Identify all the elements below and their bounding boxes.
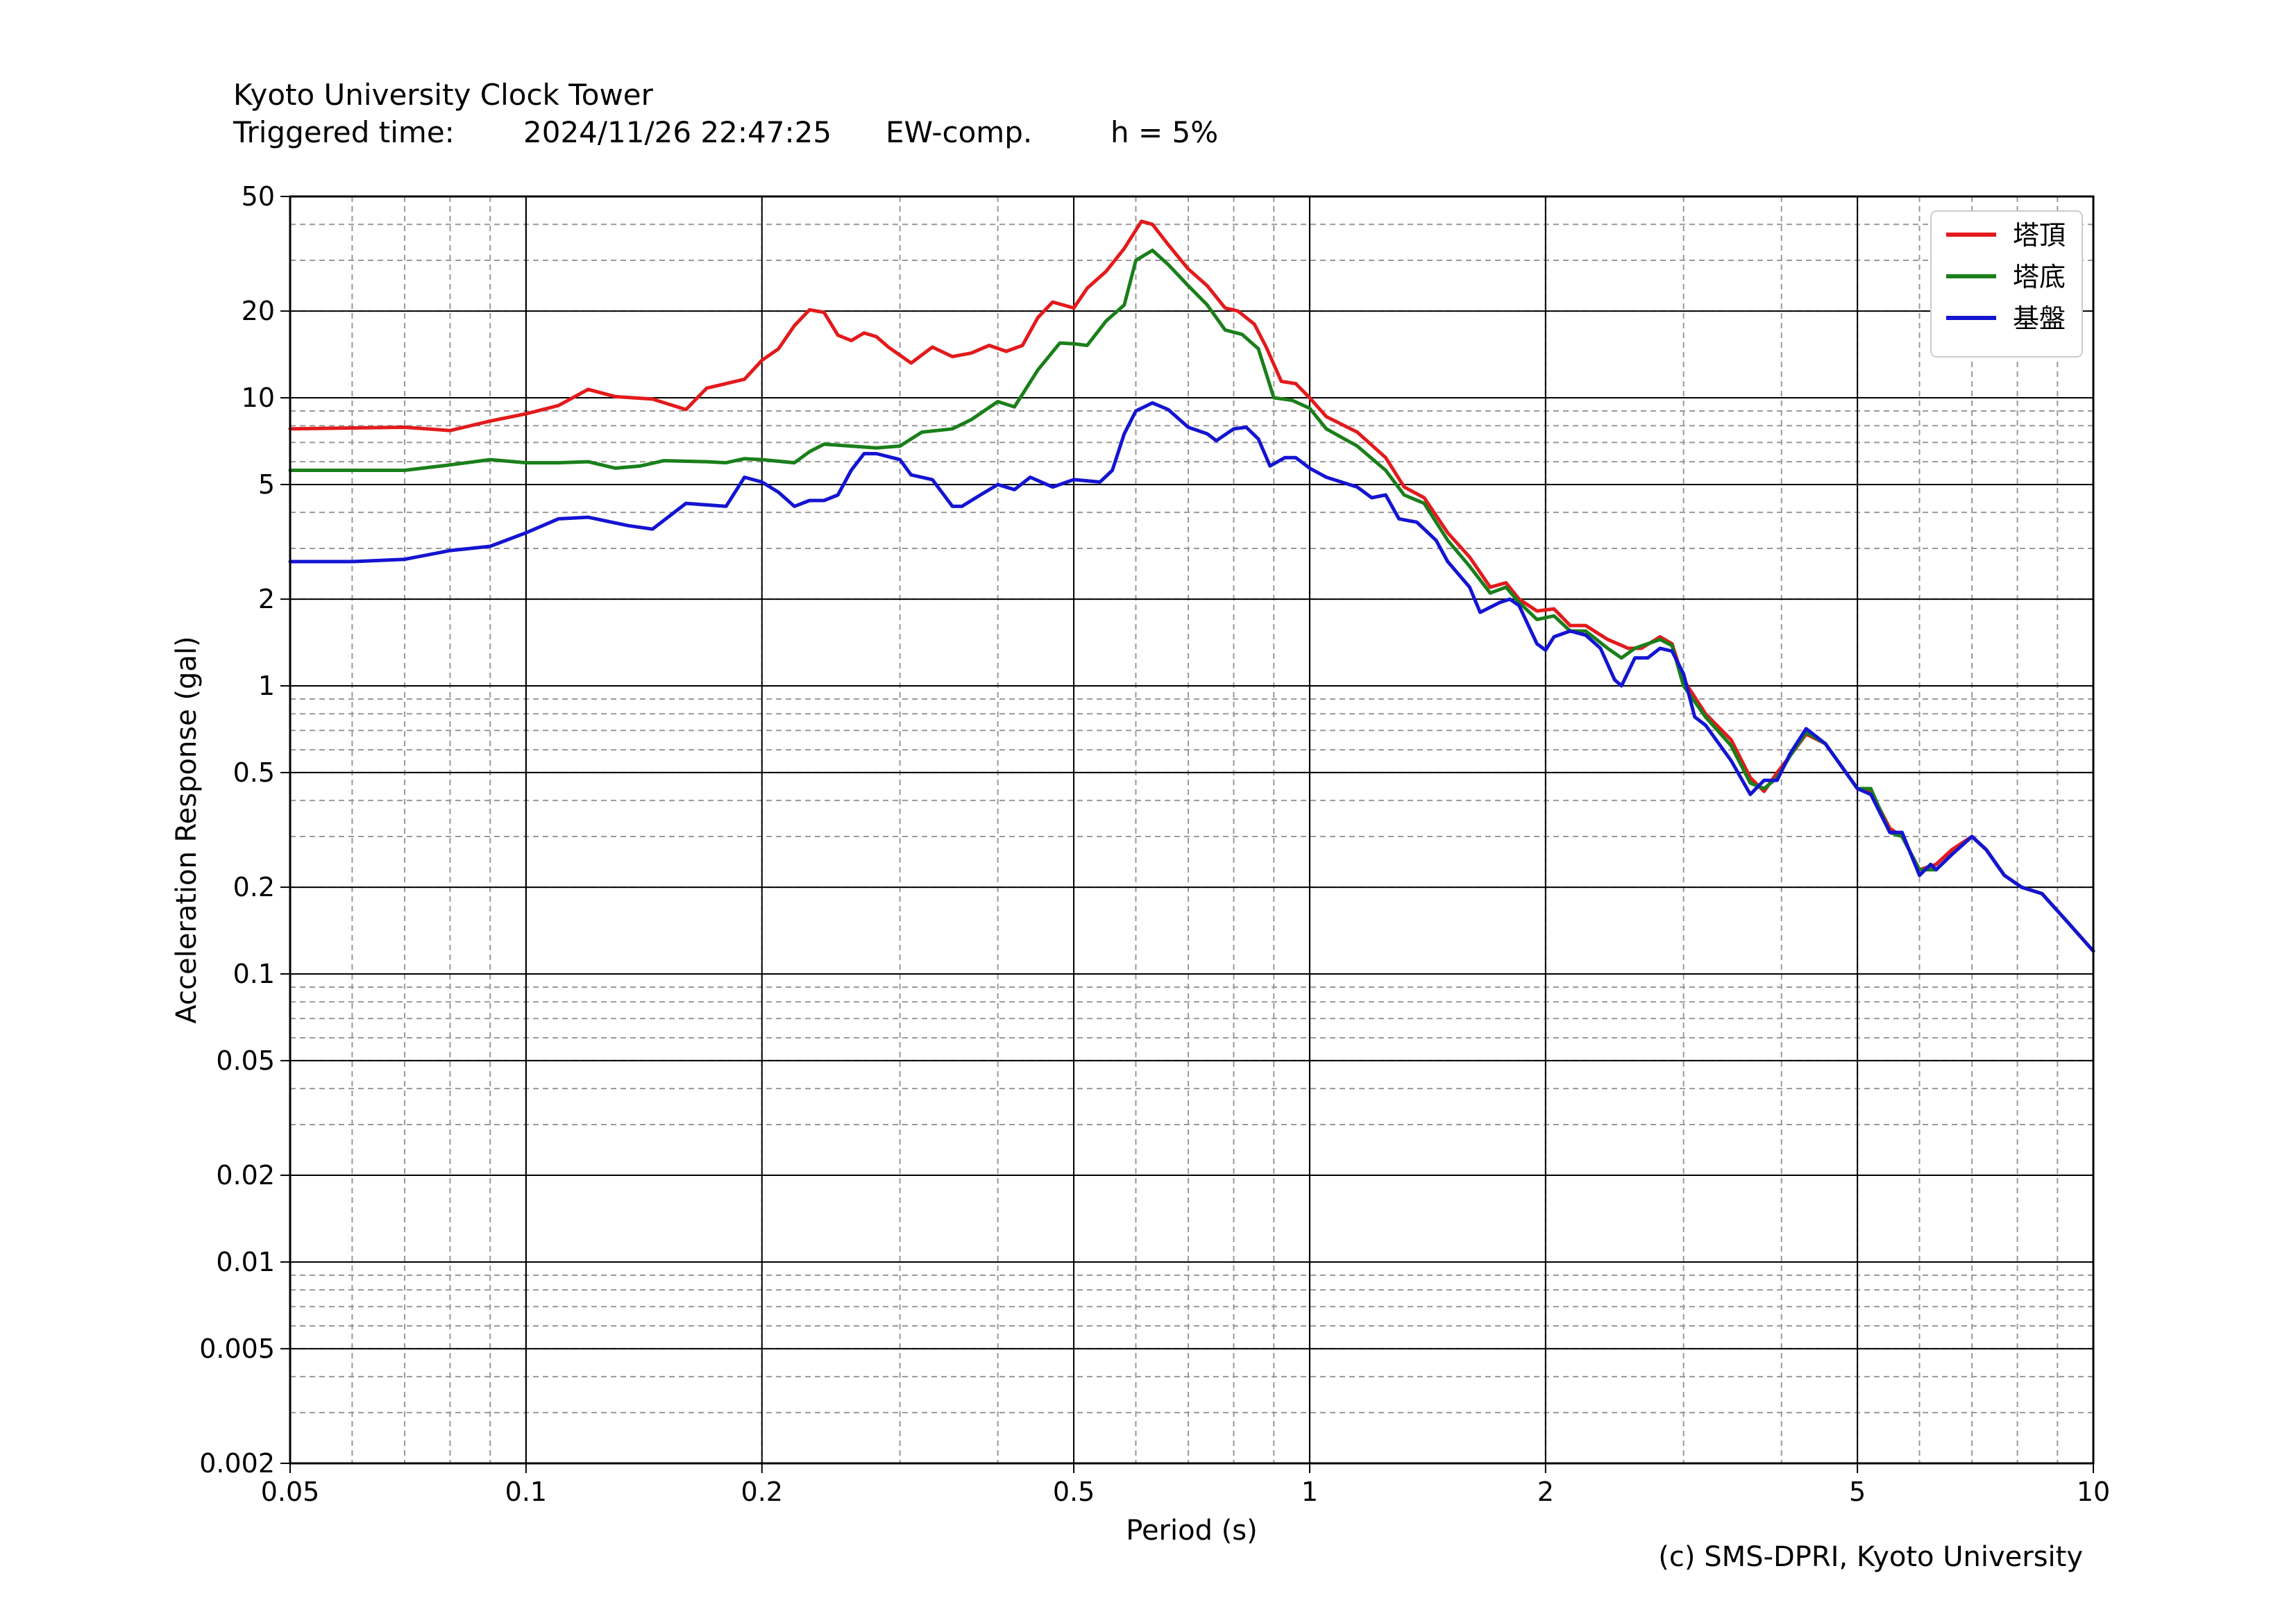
x-axis-label: Period (s)	[1126, 1515, 1258, 1547]
y-tick-label: 1	[258, 671, 275, 701]
legend-label-3: 基盤	[2013, 303, 2066, 334]
damping-label: h = 5%	[1111, 115, 1219, 149]
triggered-time: 2024/11/26 22:47:25	[523, 115, 832, 149]
series-line-1	[288, 219, 2095, 953]
x-tick-label: 1	[1301, 1477, 1318, 1507]
legend-label-2: 塔底	[2013, 262, 2066, 292]
chart-title: Kyoto University Clock Tower	[233, 78, 653, 112]
x-tick-label: 0.5	[1053, 1477, 1095, 1507]
triggered-label: Triggered time:	[233, 115, 455, 149]
series-line-2	[288, 249, 2095, 953]
y-tick-label: 0.02	[216, 1160, 275, 1191]
y-tick-label: 2	[258, 584, 275, 614]
plot-frame	[289, 195, 2095, 1465]
x-tick-label: 0.05	[261, 1477, 320, 1507]
y-tick-label: 5	[258, 469, 275, 500]
x-tick-label: 0.1	[505, 1477, 547, 1507]
trigger-info: Triggered time: 2024/11/26 22:47:25 EW-c…	[233, 115, 1218, 285]
x-tick-label: 5	[1849, 1477, 1866, 1507]
y-tick-label: 0.2	[233, 872, 275, 902]
x-tick-label: 0.2	[741, 1477, 783, 1507]
y-tick-label: 0.05	[216, 1045, 275, 1076]
component-label: EW-comp.	[886, 115, 1033, 149]
y-tick-label: 0.01	[216, 1247, 275, 1277]
series-line-3	[288, 401, 2095, 953]
y-tick-label: 0.5	[233, 757, 275, 788]
legend-box	[1930, 210, 2083, 358]
y-tick-label: 0.005	[199, 1334, 275, 1364]
y-tick-label: 10	[242, 382, 275, 413]
y-tick-label: 50	[242, 181, 275, 212]
y-tick-label: 0.002	[199, 1448, 275, 1479]
x-tick-label: 2	[1537, 1477, 1554, 1507]
y-tick-label: 20	[242, 296, 275, 326]
x-tick-label: 10	[2077, 1477, 2110, 1507]
credit-text: (c) SMS-DPRI, Kyoto University	[1658, 1541, 2083, 1573]
y-axis-label: Acceleration Response (gal)	[171, 636, 203, 1023]
y-tick-label: 0.1	[233, 959, 275, 989]
legend-label-1: 塔頂	[2013, 220, 2066, 251]
